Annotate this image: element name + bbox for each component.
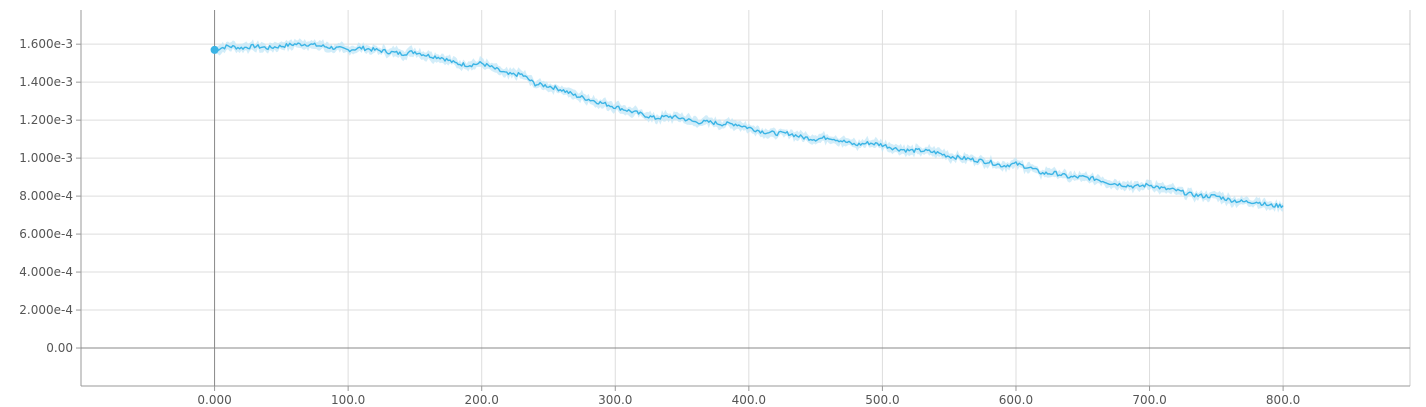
tick-labels: 0.000 100.0 200.0 300.0 400.0 500.0 600.0 700.0… xyxy=(19,37,1300,407)
x-tick-label: 500.0 xyxy=(865,393,899,407)
y-tick-label: 6.000e-4 xyxy=(19,227,73,241)
y-tick-label: 1.600e-3 xyxy=(19,37,73,51)
y-tick-label: 1.200e-3 xyxy=(19,113,73,127)
x-tick-label: 400.0 xyxy=(732,393,766,407)
x-tick-label: 600.0 xyxy=(999,393,1033,407)
x-tick-label: 100.0 xyxy=(331,393,365,407)
y-tick-label: 1.000e-3 xyxy=(19,151,73,165)
series-line-layer xyxy=(210,42,1284,209)
x-tick-label: 800.0 xyxy=(1266,393,1300,407)
y-tick-label: 0.00 xyxy=(46,341,73,355)
y-tick-label: 2.000e-4 xyxy=(19,303,73,317)
series-line xyxy=(214,42,1284,209)
series-band-area xyxy=(214,38,1284,213)
series-band xyxy=(214,38,1284,213)
y-tick-label: 8.000e-4 xyxy=(19,189,73,203)
x-tick-label: 200.0 xyxy=(465,393,499,407)
x-tick-label: 700.0 xyxy=(1132,393,1166,407)
y-tick-label: 1.400e-3 xyxy=(19,75,73,89)
grid-lines xyxy=(81,10,1410,386)
start-point-marker xyxy=(210,45,219,54)
x-tick-label: 300.0 xyxy=(598,393,632,407)
y-tick-label: 4.000e-4 xyxy=(19,265,73,279)
axes xyxy=(76,10,1411,391)
x-tick-label: 0.000 xyxy=(197,393,231,407)
